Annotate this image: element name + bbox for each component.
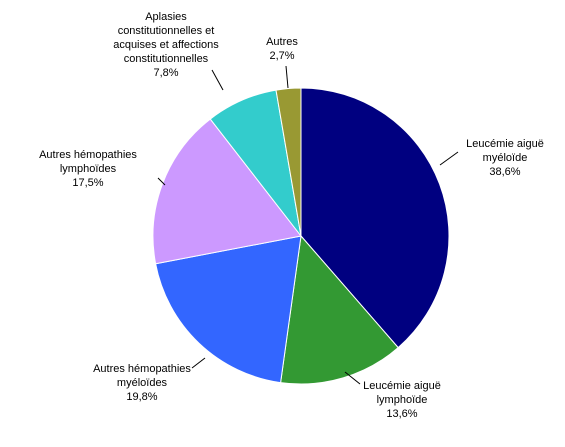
leader-line <box>285 65 289 89</box>
slice-label-line: myéloïdes <box>117 377 168 389</box>
slice-label-line: constitutionnelles et <box>118 25 215 37</box>
slice-label-line: lymphoïdes <box>60 163 117 175</box>
slice-label: Autres hémopathies lymphoïdes <box>39 149 137 175</box>
leader-line <box>211 69 224 91</box>
value-label: 7,8% <box>153 67 178 79</box>
pie-slice <box>280 234 399 385</box>
slice-label-line: constitutionnelles <box>124 53 209 65</box>
slice-label-line: Autres hémopathies <box>93 363 191 375</box>
pie-slice <box>152 118 302 265</box>
slice-label: Leucémie aiguë myéloïde <box>466 138 544 164</box>
slice-label-line: myéloïde <box>483 152 528 164</box>
value-label: 17,5% <box>72 177 103 189</box>
leader-line <box>439 151 459 166</box>
slice-label-line: Autres hémopathies <box>39 149 137 161</box>
slice-label-line: Leucémie aiguë <box>466 138 544 150</box>
slice-label-line: Aplasies <box>145 11 187 23</box>
value-label: 2,7% <box>269 50 294 62</box>
slice-label: Autres hémopathies myéloïdes <box>93 363 191 389</box>
slice-label: Autres <box>266 36 298 48</box>
leader-line <box>344 371 361 385</box>
value-label: 19,8% <box>126 391 157 403</box>
pie-slice <box>275 87 302 237</box>
slice-label-line: Autres <box>266 36 298 48</box>
slice-label-line: acquises et affections <box>113 39 219 51</box>
pie-slice <box>155 235 302 384</box>
slice-label: Aplasies constitutionnelles et acquises et… <box>113 11 219 65</box>
slice-label-line: Leucémie aiguë <box>363 380 441 392</box>
value-label: 13,6% <box>386 408 417 420</box>
value-label: 38,6% <box>489 166 520 178</box>
leader-line <box>191 357 206 369</box>
slice-label: Leucémie aiguë lymphoïde <box>363 380 441 406</box>
slice-label-line: lymphoïde <box>377 394 428 406</box>
leader-line <box>157 177 166 186</box>
pie-slice <box>300 87 450 349</box>
